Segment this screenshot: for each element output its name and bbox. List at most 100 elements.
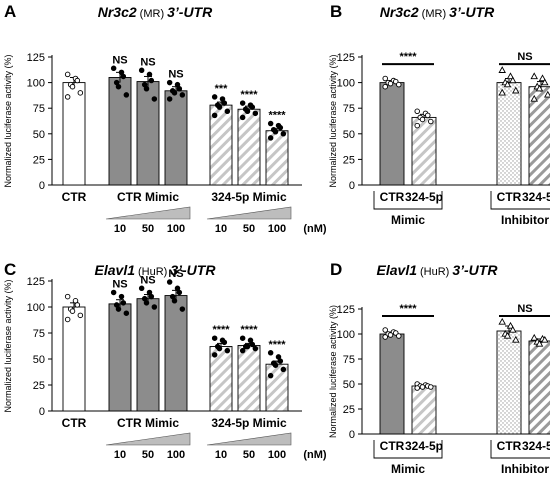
- data-point: [123, 92, 130, 98]
- category-label: CTR: [497, 439, 522, 453]
- bar: [528, 340, 550, 435]
- data-point: [74, 77, 81, 84]
- y-tick-label: 50: [33, 129, 45, 141]
- title-gene: Elavl1: [95, 262, 136, 278]
- y-tick-label: 0: [39, 406, 45, 418]
- data-point: [419, 384, 426, 390]
- dose-label: 50: [243, 449, 255, 461]
- y-axis-label: Normalized luciferase activity (%): [328, 54, 338, 187]
- chart-title: Elavl1 (HuR) 3’-UTR: [377, 262, 499, 278]
- data-point: [216, 345, 223, 352]
- data-point: [69, 308, 76, 314]
- data-point: [249, 341, 256, 348]
- data-point: [138, 67, 145, 74]
- y-tick-label: 75: [343, 354, 355, 366]
- data-point: [503, 331, 512, 339]
- panels: A Nr3c2 (MR) 3’-UTR Normalized luciferase ac…: [3, 2, 550, 476]
- data-point: [530, 94, 538, 102]
- bar: [136, 298, 160, 412]
- bar: [108, 303, 132, 412]
- data-point: [509, 325, 517, 333]
- data-point: [110, 289, 117, 296]
- data-point: [69, 83, 76, 90]
- bar: [62, 306, 86, 412]
- data-point: [382, 83, 388, 90]
- data-point: [138, 285, 145, 292]
- dose-label: 50: [142, 449, 154, 461]
- data-point: [239, 100, 246, 106]
- significance-label: ***: [215, 83, 229, 95]
- y-tick-label: 125: [337, 304, 355, 316]
- y-tick-label: 125: [27, 52, 45, 64]
- title-gene: Nr3c2: [380, 4, 419, 20]
- dose-unit-label: (nM): [303, 449, 327, 461]
- data-point: [414, 385, 420, 391]
- dose-label: 10: [215, 223, 227, 235]
- data-point: [530, 72, 538, 80]
- comparison-label: ****: [399, 51, 417, 63]
- data-point: [538, 74, 547, 82]
- data-point: [211, 352, 218, 358]
- group-bracket: [373, 440, 443, 459]
- bar: [496, 330, 522, 435]
- y-tick-label: 25: [33, 380, 45, 392]
- data-point: [171, 90, 178, 96]
- data-point: [64, 316, 71, 323]
- significance-label: NS: [112, 54, 127, 66]
- dose-ramp: [105, 432, 191, 446]
- title-suffix: 3’-UTR: [170, 262, 216, 278]
- data-point: [387, 332, 394, 338]
- data-point: [503, 80, 512, 88]
- bar: [496, 82, 522, 186]
- comparison-label: ****: [399, 303, 417, 315]
- data-point: [512, 86, 520, 94]
- data-point: [506, 72, 515, 80]
- group-label: Mimic: [391, 213, 425, 227]
- y-tick-label: 0: [349, 429, 355, 441]
- data-point: [414, 122, 420, 129]
- data-point: [224, 108, 231, 115]
- y-tick-label: 100: [27, 78, 45, 90]
- data-point: [249, 104, 256, 110]
- bar: [164, 295, 188, 412]
- y-tick-label: 100: [337, 329, 355, 341]
- data-point: [239, 335, 246, 341]
- panel-letter: D: [330, 260, 342, 279]
- chart-title: Nr3c2 (MR) 3’-UTR: [380, 4, 495, 20]
- category-label: CTR: [380, 190, 405, 204]
- data-point: [272, 362, 279, 368]
- category-label: 324-5p: [405, 190, 443, 204]
- data-point: [148, 293, 155, 300]
- data-point: [498, 88, 506, 96]
- data-point: [267, 120, 274, 127]
- data-point: [120, 300, 127, 306]
- group-label: Inhibitor: [501, 462, 549, 476]
- data-point: [224, 347, 231, 354]
- significance-label: ****: [240, 89, 258, 101]
- data-point: [77, 312, 84, 319]
- category-label: CTR: [380, 439, 405, 453]
- data-point: [74, 302, 81, 308]
- data-point: [498, 317, 506, 325]
- data-point: [179, 306, 186, 312]
- panel-letter: A: [4, 2, 16, 21]
- data-point: [151, 96, 158, 102]
- data-point: [118, 293, 125, 300]
- y-tick-label: 25: [33, 154, 45, 166]
- y-axis-label: Normalized luciferase activity (%): [3, 279, 13, 412]
- panel-c: C Elavl1 (HuR) 3’-UTR Normalized luciferase …: [3, 260, 327, 461]
- y-axis-label: Normalized luciferase activity (%): [328, 305, 338, 438]
- panel-letter: C: [4, 260, 16, 279]
- group-label: Mimic: [391, 462, 425, 476]
- data-point: [123, 310, 130, 316]
- data-point: [211, 335, 218, 341]
- y-tick-label: 125: [337, 52, 355, 64]
- data-point: [541, 78, 549, 86]
- data-point: [267, 135, 274, 141]
- dose-label: 100: [268, 223, 286, 235]
- significance-label: ****: [240, 324, 258, 336]
- significance-label: NS: [112, 278, 127, 290]
- category-label: 324-5p: [522, 190, 550, 204]
- data-point: [535, 84, 544, 92]
